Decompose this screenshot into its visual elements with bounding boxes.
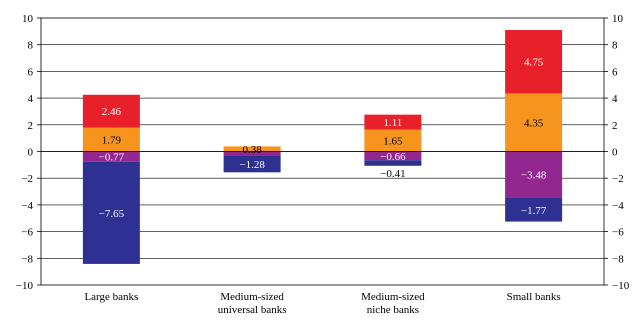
left-tick-label: −10	[16, 280, 34, 292]
right-tick-label: 4	[612, 93, 618, 105]
bar-segment	[364, 151, 422, 161]
data-label: −7.65	[99, 208, 125, 220]
data-label: 1.11	[383, 117, 402, 129]
category-label: Large banks	[84, 291, 138, 303]
data-label: −1.28	[239, 159, 265, 171]
bar-segment	[364, 160, 422, 166]
left-tick-label: −2	[21, 173, 33, 185]
right-tick-label: 10	[612, 13, 624, 25]
data-label: 4.75	[524, 57, 544, 69]
data-label: 2.46	[102, 106, 122, 118]
left-tick-label: 8	[28, 40, 34, 52]
right-tick-label: 6	[612, 66, 618, 78]
right-tick-label: −4	[612, 200, 624, 212]
left-tick-label: 0	[28, 147, 34, 159]
bar-segment	[505, 93, 563, 152]
data-label: −0.77	[99, 152, 125, 164]
plot-frame	[40, 17, 605, 286]
data-label: −0.41	[380, 168, 405, 180]
data-label: 4.35	[524, 117, 544, 129]
right-tick-label: 0	[612, 147, 618, 159]
left-tick-label: −6	[21, 227, 33, 239]
data-label: −1.77	[521, 205, 547, 217]
left-tick-label: −4	[21, 200, 33, 212]
bar-segment	[223, 151, 281, 156]
data-label: 1.65	[383, 135, 403, 147]
right-tick-label: −6	[612, 227, 624, 239]
left-tick-label: 6	[28, 66, 34, 78]
bar-segment	[82, 94, 140, 128]
bar-segment	[505, 197, 563, 222]
bar-segment	[505, 30, 563, 94]
left-tick-label: 4	[28, 93, 34, 105]
data-labels: 1.79 2.46 −0.77 −7.65 0.38 −1.28 1.65 1.11 −0.66…	[99, 57, 547, 220]
category-label: Medium-sized	[220, 291, 284, 303]
bar-segment	[364, 129, 422, 152]
bar-segment	[223, 146, 281, 152]
right-tick-label: −2	[612, 173, 624, 185]
data-label: 0.38	[243, 144, 263, 156]
right-tick-label: 2	[612, 120, 618, 132]
right-tick-label: 8	[612, 40, 618, 52]
bar-segment	[82, 127, 140, 152]
data-label: 1.79	[102, 135, 122, 147]
category-label: universal banks	[218, 304, 287, 316]
data-label: −3.48	[521, 170, 547, 182]
bar-segment	[82, 161, 140, 264]
left-tick-label: 2	[28, 120, 34, 132]
left-tick-label: 10	[22, 13, 34, 25]
right-tick-label: −10	[612, 280, 630, 292]
data-label: −0.66	[380, 151, 406, 163]
axes: −10 −10 −8 −8 −6 −6 −4 −4 −2 −2 0 0 2 2 4 4 6 6 8 8 10 10	[16, 13, 630, 292]
left-tick-label: −8	[21, 253, 33, 265]
bar-segment	[82, 151, 140, 162]
category-label: Medium-sized	[361, 291, 425, 303]
bar-segment	[364, 114, 422, 130]
bar-segment	[505, 151, 563, 198]
category-label: niche banks	[367, 304, 419, 316]
right-tick-label: −8	[612, 253, 624, 265]
category-label: Small banks	[507, 291, 561, 303]
bar-segment	[223, 155, 281, 173]
bar-stacks	[82, 30, 563, 264]
